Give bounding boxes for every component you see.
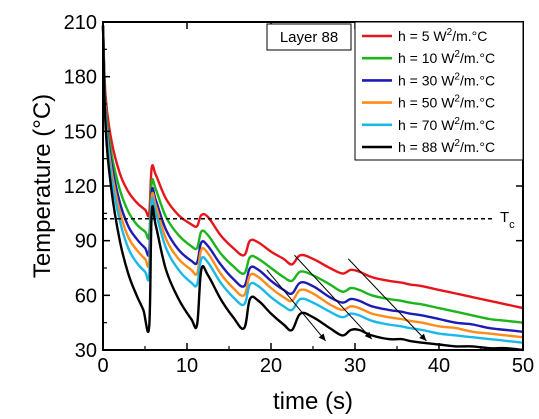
y-tick-label: 210 — [64, 12, 97, 34]
y-tick-label: 150 — [64, 121, 97, 143]
axis-ticks: 0 10 20 30 40 50 30 60 90 120 150 180 210 — [64, 12, 535, 377]
annotation-arrow-3 — [347, 258, 427, 342]
x-tick-label: 30 — [344, 355, 366, 377]
legend-label: h = 30 W2/m.°C — [398, 71, 495, 88]
series-line-3 — [101, 25, 524, 333]
x-tick-label: 0 — [97, 355, 108, 377]
legend-items: h = 5 W2/m.°C h = 10 W2/m.°C h = 30 W2/m.°… — [362, 27, 495, 155]
legend-label: h = 70 W2/m.°C — [398, 116, 495, 133]
layer-label-box: Layer 88 — [266, 23, 352, 51]
x-axis-title: time (s) — [273, 388, 353, 415]
y-tick-label: 90 — [75, 231, 97, 253]
legend-box — [354, 21, 524, 161]
legend-item: h = 88 W2/m.°C — [362, 138, 495, 155]
x-tick-label: 40 — [428, 355, 450, 377]
annotation-arrows — [266, 254, 427, 342]
legend: h = 5 W2/m.°C h = 10 W2/m.°C h = 30 W2/m.°… — [354, 21, 524, 161]
series-line-4 — [101, 25, 524, 339]
series-line-6 — [101, 25, 524, 352]
series-line-1 — [101, 25, 524, 310]
series-line-2 — [101, 25, 524, 324]
y-tick-label: 120 — [64, 176, 97, 198]
tc-label: Tc — [500, 209, 515, 231]
legend-item: h = 5 W2/m.°C — [362, 27, 487, 44]
x-tick-label: 50 — [512, 355, 534, 377]
series-layer — [101, 25, 524, 352]
legend-label: h = 10 W2/m.°C — [398, 49, 495, 66]
layer-label: Layer 88 — [280, 29, 338, 46]
legend-label: h = 5 W2/m.°C — [398, 27, 487, 44]
y-tick-label: 30 — [75, 340, 97, 362]
y-tick-label: 60 — [75, 285, 97, 307]
legend-item: h = 10 W2/m.°C — [362, 49, 495, 66]
x-tick-label: 10 — [176, 355, 198, 377]
legend-item: h = 30 W2/m.°C — [362, 71, 495, 88]
legend-label: h = 50 W2/m.°C — [398, 94, 495, 111]
legend-item: h = 50 W2/m.°C — [362, 94, 495, 111]
legend-item: h = 70 W2/m.°C — [362, 116, 495, 133]
annotation-arrow-1 — [266, 269, 326, 342]
annotation-arrow-2 — [294, 254, 373, 340]
y-tick-label: 180 — [64, 67, 97, 89]
legend-label: h = 88 W2/m.°C — [398, 138, 495, 155]
x-tick-label: 20 — [260, 355, 282, 377]
series-line-5 — [101, 25, 524, 344]
y-axis-title: Temperature (°C) — [29, 94, 56, 278]
